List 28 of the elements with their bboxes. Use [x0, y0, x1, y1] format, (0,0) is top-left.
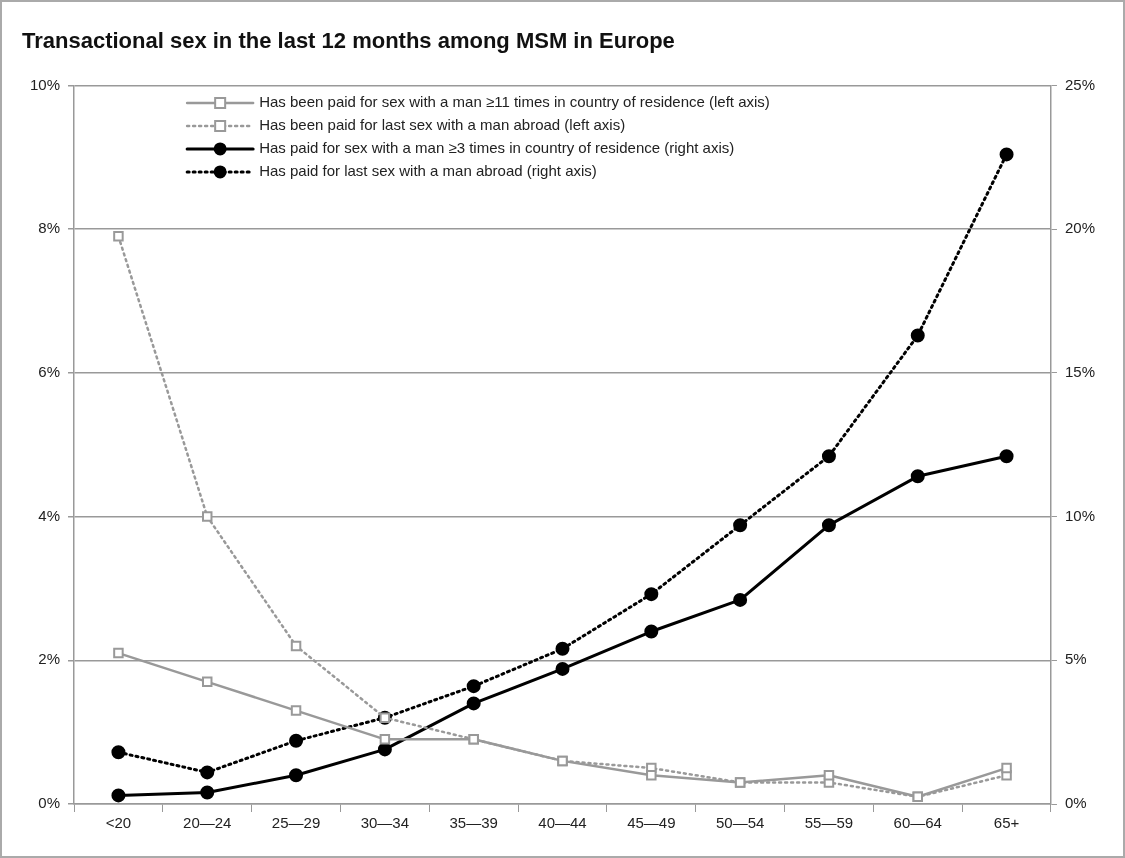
legend-label: Has paid for sex with a man ≥3 times in country of residence (right axis) [259, 139, 735, 157]
x-tick-label: 60—64 [893, 814, 942, 832]
y2-tick-label: 5% [1064, 650, 1087, 668]
y-tick-label: 4% [38, 506, 61, 524]
x-tick-label: <20 [105, 814, 132, 832]
y2-tick-label: 20% [1064, 219, 1096, 237]
y-tick-label: 8% [38, 219, 61, 237]
y2-tick-label: 0% [1064, 794, 1087, 812]
y-tick-label: 0% [38, 794, 61, 812]
x-tick-label: 50—54 [715, 814, 765, 832]
y2-tick-label: 10% [1064, 506, 1096, 524]
chart-title: Transactional sex in the last 12 months among MSM in Europe [22, 28, 675, 54]
x-tick-label: 20—24 [183, 814, 232, 832]
legend-label: Has been paid for last sex with a man abroad (left axis) [259, 116, 626, 134]
x-tick-label: 45—49 [627, 814, 676, 832]
x-tick-label: 65+ [993, 814, 1020, 832]
x-tick-label: 35—39 [449, 814, 498, 832]
legend-label: Has paid for last sex with a man abroad (right axis) [259, 162, 597, 180]
y2-tick-label: 15% [1064, 362, 1096, 380]
legend-label: Has been paid for sex with a man ≥11 times in country of residence (left axis) [259, 93, 770, 111]
x-tick-label: 25—29 [271, 814, 321, 832]
y-tick-label: 2% [38, 650, 61, 668]
x-tick-label: 40—44 [538, 814, 587, 832]
y-tick-label: 6% [38, 362, 61, 380]
y2-tick-label: 25% [1064, 75, 1096, 93]
x-tick-label: 30—34 [360, 814, 410, 832]
x-tick-label: 55—59 [804, 814, 854, 832]
y-tick-label: 10% [29, 75, 61, 93]
